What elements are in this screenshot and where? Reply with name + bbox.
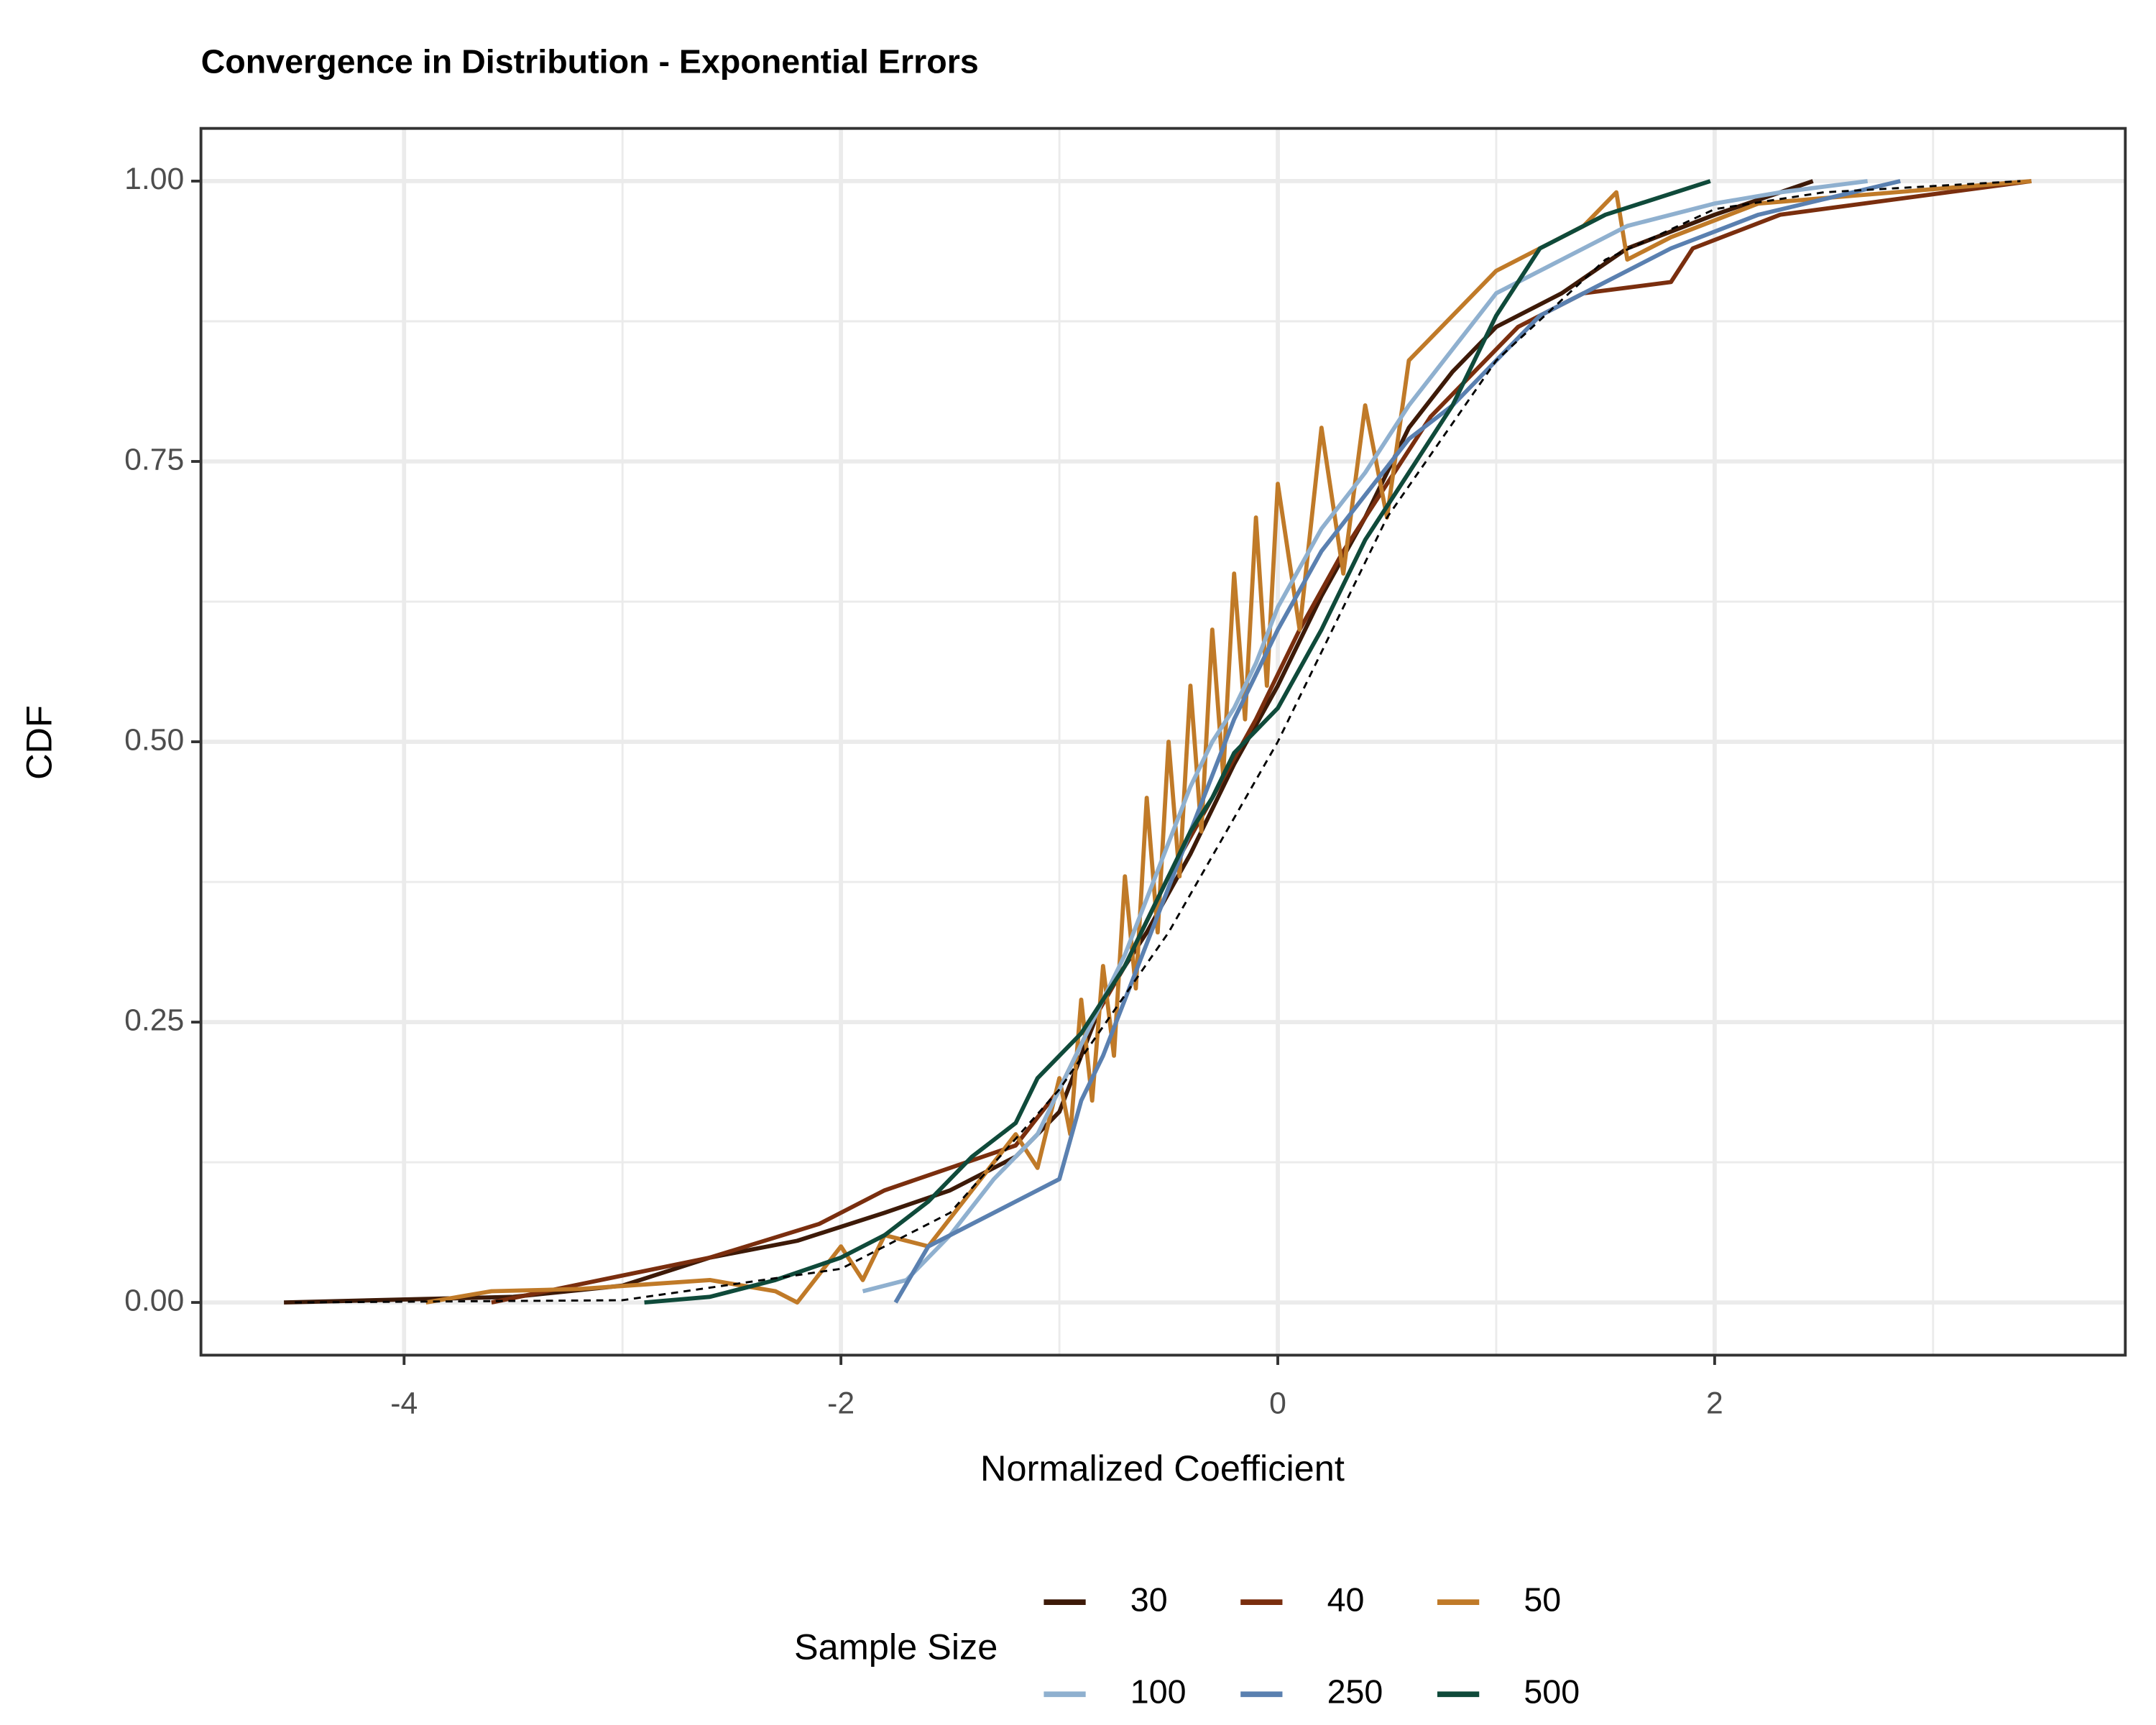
reference-line xyxy=(295,180,2021,1304)
y-tick-label: 0.00 xyxy=(124,1283,184,1317)
plot-border xyxy=(199,126,2127,1357)
y-tick-label: 0.50 xyxy=(124,722,184,757)
series-line xyxy=(644,179,1711,1305)
x-tick-label: -4 xyxy=(390,1386,418,1421)
x-axis-label: Normalized Coefficient xyxy=(980,1448,1345,1489)
chart-title: Convergence in Distribution - Exponentia… xyxy=(201,43,979,80)
y-tick-label: 0.75 xyxy=(124,442,184,477)
legend-label: 100 xyxy=(1130,1673,1187,1711)
series-line xyxy=(862,179,1869,1294)
series-line xyxy=(893,179,1901,1304)
legend-label: 30 xyxy=(1130,1581,1168,1618)
y-tick-label: 1.00 xyxy=(124,162,184,196)
y-tick-label: 0.25 xyxy=(124,1003,184,1037)
series-line xyxy=(491,179,2032,1305)
y-axis-label: CDF xyxy=(19,705,60,780)
x-tick-label: 0 xyxy=(1269,1386,1286,1421)
legend-label: 50 xyxy=(1524,1581,1561,1618)
legend-label: 250 xyxy=(1327,1673,1383,1711)
legend-title: Sample Size xyxy=(794,1626,998,1667)
x-tick-label: -2 xyxy=(827,1386,854,1421)
x-tick-label: 2 xyxy=(1706,1386,1723,1421)
legend-label: 40 xyxy=(1327,1581,1365,1618)
legend-label: 500 xyxy=(1524,1673,1580,1711)
